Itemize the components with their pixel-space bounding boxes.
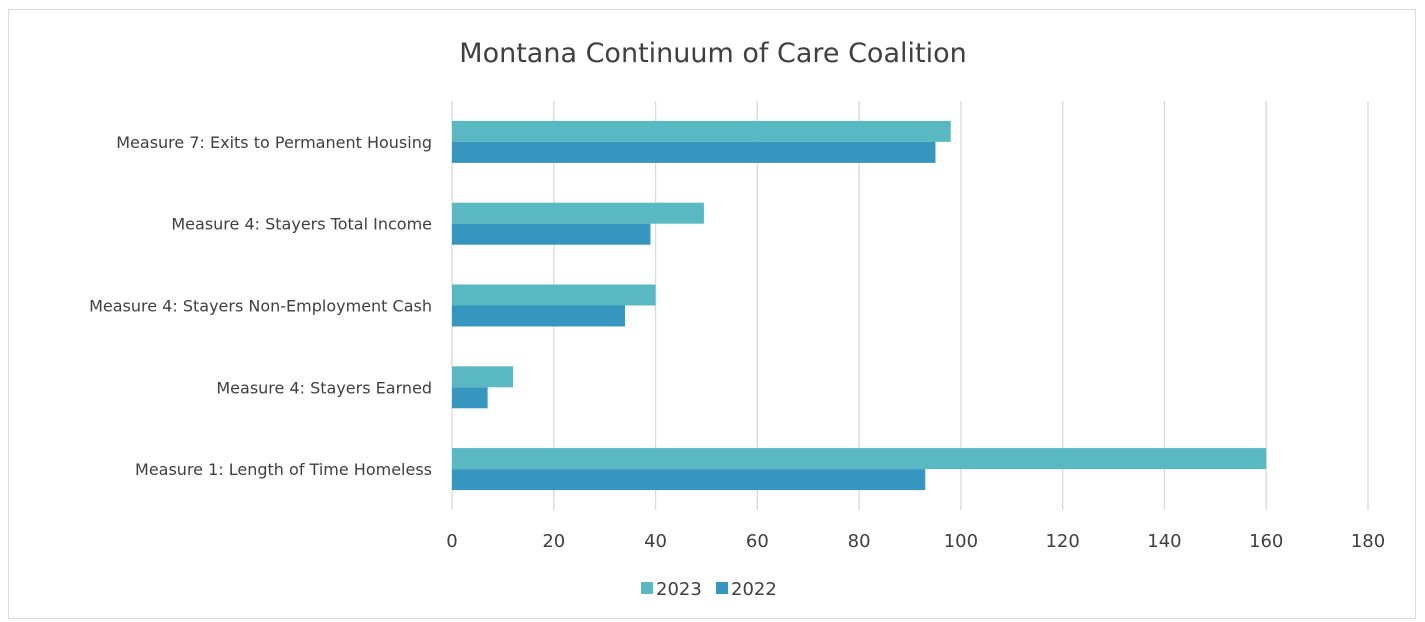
legend-label: 2023 xyxy=(656,579,702,600)
bar-2022-0 xyxy=(452,141,936,163)
bar-2022-4 xyxy=(452,469,926,491)
x-tick-label: 100 xyxy=(944,531,978,552)
x-tick-label: 0 xyxy=(446,531,457,552)
legend-swatch-2022 xyxy=(716,582,728,594)
category-label: Measure 1: Length of Time Homeless xyxy=(135,460,432,479)
category-labels: Measure 7: Exits to Permanent Housing Mea… xyxy=(89,133,432,479)
x-tick-label: 40 xyxy=(644,531,667,552)
chart-title: Montana Continuum of Care Coalition xyxy=(459,38,966,69)
bars xyxy=(452,120,1267,491)
x-tick-labels: 0 20 40 60 80 100 120 140 160 180 xyxy=(446,531,1385,552)
legend-label: 2022 xyxy=(731,579,777,600)
bar-2023-1 xyxy=(452,202,704,224)
bar-2022-1 xyxy=(452,223,651,245)
bar-2023-0 xyxy=(452,120,951,142)
bar-2022-2 xyxy=(452,305,626,327)
chart-frame xyxy=(8,9,1416,619)
legend: 2023 2022 xyxy=(641,579,777,600)
x-tick-label: 140 xyxy=(1147,531,1181,552)
gridlines xyxy=(451,101,1369,510)
category-label: Measure 4: Stayers Total Income xyxy=(171,215,432,234)
x-tick-label: 180 xyxy=(1351,531,1385,552)
category-label: Measure 7: Exits to Permanent Housing xyxy=(116,133,432,152)
bar-2023-2 xyxy=(452,284,656,306)
x-tick-label: 160 xyxy=(1249,531,1283,552)
x-tick-label: 20 xyxy=(542,531,565,552)
bar-2022-3 xyxy=(452,387,488,409)
category-label: Measure 4: Stayers Earned xyxy=(216,378,432,397)
x-tick-label: 60 xyxy=(746,531,769,552)
bar-2023-4 xyxy=(452,448,1267,470)
category-label: Measure 4: Stayers Non-Employment Cash xyxy=(89,297,432,316)
bar-2023-3 xyxy=(452,366,514,388)
x-tick-label: 80 xyxy=(848,531,871,552)
x-tick-label: 120 xyxy=(1045,531,1079,552)
legend-swatch-2023 xyxy=(641,582,653,594)
